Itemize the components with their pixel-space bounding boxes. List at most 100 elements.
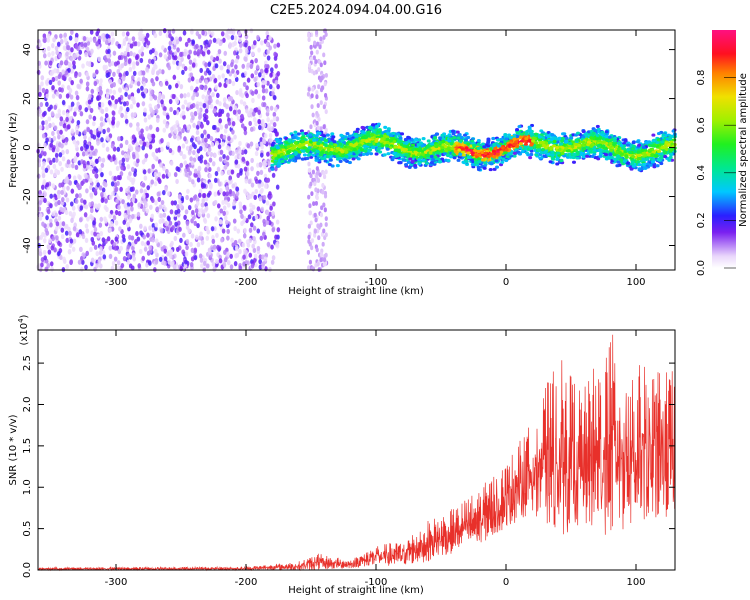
spectrogram-point [324,72,329,78]
spectrogram-point [245,92,249,99]
spectrogram-point [170,126,174,132]
spectrogram-point [173,215,178,221]
spectrogram-point [242,254,246,260]
spectrogram-point [195,200,200,207]
spectrogram-point [184,251,189,257]
spectrogram-point [85,46,90,52]
spectrogram-point [223,158,227,164]
spectrogram-point [46,223,50,229]
spectrogram-point [37,84,42,90]
spectrogram-point [125,221,130,227]
spectrogram-point [512,154,517,158]
spectrogram-point [211,74,216,80]
spectrogram-point [123,202,128,209]
spectrogram-point [41,173,46,179]
spectrogram-point [263,79,268,86]
spectrogram-point [60,189,64,196]
spectrogram-point [155,148,159,154]
spectrogram-point [635,140,640,144]
spectrogram-point [139,32,144,38]
spectrogram-point [100,102,105,108]
spectrogram-point [315,120,319,126]
spectrogram-point [322,104,326,110]
spectrogram-point [78,184,82,190]
spectrogram-point [202,217,207,223]
spectrogram-point [57,189,61,196]
spectrogram-point [190,247,195,253]
spectrogram-point [159,162,163,168]
spectrogram-point [46,33,51,39]
spectrogram-point [206,89,211,96]
spectrogram-point [72,226,77,232]
spectrogram-point [55,91,60,97]
spectrogram-point [204,142,209,148]
spectrogram-point [112,71,116,77]
spectrogram-point [95,31,99,37]
spectrogram-point [323,28,327,34]
spectrogram-point [168,253,173,260]
spectrogram-point [173,55,178,61]
spectrogram-point [110,181,115,187]
spectrogram-point [208,173,213,179]
spectrogram-point [310,238,314,244]
spectrogram-point [245,85,249,91]
spectrogram-point [84,107,89,113]
spectrogram-point [189,72,194,78]
spectrogram-point [265,219,270,225]
spectrogram-point [218,258,223,264]
spectrogram-point [233,35,238,41]
spectrogram-point [245,171,250,177]
spectrogram-point [78,246,83,252]
spectrogram-point [235,186,240,192]
spectrogram-point [256,170,260,176]
spectrogram-point [250,73,255,79]
spectrogram-point [93,188,98,194]
spectrogram-point [154,200,158,206]
spectrogram-point [324,127,328,133]
spectrogram-point [105,33,110,39]
spectrogram-point [154,238,159,244]
spectrogram-point [108,213,112,219]
spectrogram-point [136,126,140,132]
spectrogram-point [106,127,111,133]
spectrogram-point [307,37,311,42]
spectrogram-point [186,167,190,173]
spectrogram-point [44,60,48,66]
spectrogram-point [315,166,319,171]
spectrogram-point [52,157,56,163]
spectrogram-point [59,38,64,45]
spectrogram-point [266,117,270,123]
spectrogram-point [136,211,141,218]
spectrogram-point [160,138,164,144]
spectrogram-point [78,193,82,199]
spectrogram-point [63,32,68,38]
spectrogram-point [313,40,317,46]
spectrogram-point [68,88,73,94]
spectrogram-point [175,246,180,253]
spectrogram-point [300,131,305,135]
spectrogram-point [187,150,192,156]
spectrogram-point [223,164,228,170]
spectrogram-point [311,169,315,175]
spectrogram-point [259,141,264,147]
spectrogram-point [104,106,109,113]
spectrogram-point [269,205,273,211]
spectrogram-point [593,128,598,132]
spectrogram-point [185,194,189,201]
spectrogram-point [159,81,164,88]
spectrogram-point [205,120,210,126]
spectrogram-point [188,49,192,55]
spectrogram-point [323,193,328,199]
spectrogram-point [197,192,202,198]
spectrogram-point [244,178,249,184]
spectrogram-point [108,253,113,259]
spectrogram-point [153,154,157,161]
spectrogram-point [319,252,324,258]
spectrogram-point [182,30,187,36]
spectrogram-point [65,51,69,57]
spectrogram-point [126,244,131,250]
spectrogram-point [141,76,146,82]
spectrogram-point [134,55,139,61]
spectrogram-point [267,194,272,200]
